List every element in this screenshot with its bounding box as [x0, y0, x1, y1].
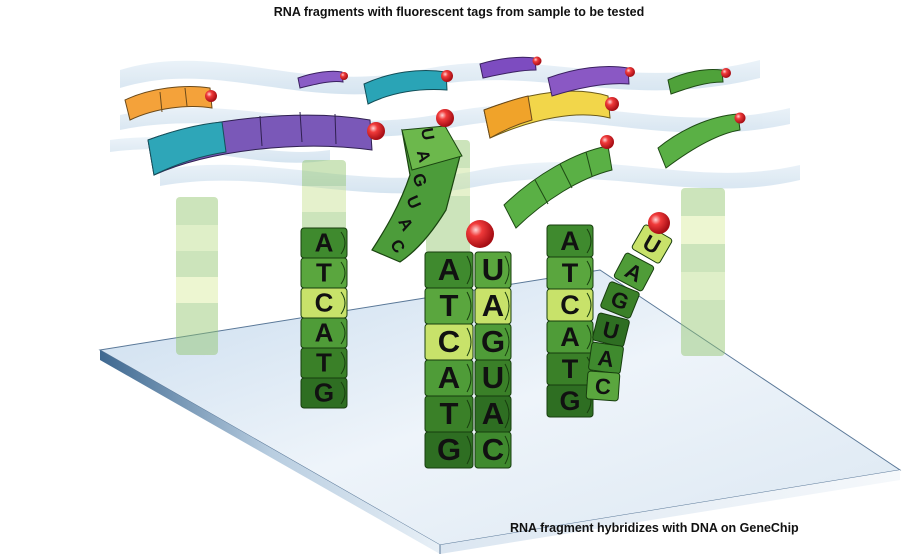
faded-probe-column [302, 160, 346, 236]
dna-base-letter: G [437, 432, 461, 467]
dna-base-letter: A [438, 252, 460, 287]
rna-base-letter: G [481, 324, 505, 359]
rna-fragment-green-center [503, 135, 614, 229]
rna-base-block [474, 431, 512, 469]
dna-base-letter: T [316, 257, 332, 287]
dna-base-letter: T [562, 258, 579, 288]
rna-base-letter: A [413, 148, 435, 165]
rna-base-letter: U [417, 126, 438, 141]
base-notch [504, 435, 510, 465]
base-notch [466, 255, 472, 285]
rna-fragment-purple [479, 56, 542, 79]
base-notch [586, 324, 592, 350]
base-notch [586, 260, 592, 286]
rna-base-block [592, 312, 630, 348]
rna-base-letter: C [482, 432, 504, 467]
rna-base-letter: U [482, 360, 504, 395]
rna-base-letter: U [600, 316, 621, 344]
rna-base-letter: A [482, 288, 504, 323]
rna-fragment-small-purple [297, 70, 348, 89]
faded-probe-column [681, 188, 725, 356]
rna-base-letter: G [408, 171, 430, 190]
dna-base-letter: G [314, 377, 334, 407]
base-notch [466, 291, 472, 321]
base-notch [466, 327, 472, 357]
dna-base-block [424, 431, 474, 469]
rna-fragment-green-far [667, 68, 731, 95]
rna-fragment-teal-purple [147, 111, 385, 176]
fluorescent-tag [648, 212, 670, 234]
dna-base-letter: G [559, 386, 580, 416]
base-notch [340, 291, 346, 315]
background-probes [176, 140, 725, 356]
dna-base-letter: A [315, 227, 334, 257]
dna-base-letter: T [316, 347, 332, 377]
rna-base-block [613, 252, 655, 292]
base-notch [340, 381, 346, 405]
base-notch [340, 351, 346, 375]
dna-base-letter: A [560, 226, 580, 256]
base-notch [586, 228, 592, 254]
dna-base-block [546, 384, 594, 418]
rna-base-letter: A [596, 345, 615, 372]
diagram-title: RNA fragments with fluorescent tags from… [273, 5, 645, 19]
rna-base-block [600, 281, 640, 319]
dna-base-letter: C [438, 324, 460, 359]
base-notch [504, 291, 510, 321]
dna-base-letter: A [315, 317, 334, 347]
base-notch [504, 363, 510, 393]
rna-fragment-orange [124, 86, 217, 121]
dna-base-letter: T [562, 354, 579, 384]
dna-base-letter: T [440, 396, 459, 431]
rna-base-block [585, 370, 621, 402]
fluorescent-tag [466, 220, 494, 248]
rna-fragment-yellow-orange [483, 90, 619, 139]
base-notch [340, 231, 346, 255]
dna-base-letter: C [315, 287, 334, 317]
faded-probe-column [176, 197, 218, 355]
base-notch [586, 292, 592, 318]
rna-fragment-green-mid [657, 112, 746, 169]
base-notch [466, 363, 472, 393]
base-notch [466, 399, 472, 429]
fluorescent-tag [436, 109, 454, 127]
base-notch [504, 399, 510, 429]
base-notch [340, 261, 346, 285]
diagram-caption: RNA fragment hybridizes with DNA on Gene… [510, 521, 799, 535]
rna-base-letter: A [482, 396, 504, 431]
rna-base-letter: C [594, 373, 612, 399]
dna-base-letter: A [438, 360, 460, 395]
rna-fragment-teal [363, 70, 453, 105]
dna-base-letter: T [440, 288, 459, 323]
base-notch [466, 435, 472, 465]
dna-base-letter: C [560, 290, 580, 320]
dna-base-letter: A [560, 322, 580, 352]
rna-fragment-purple-large [547, 66, 635, 97]
floating-rna-fragments [124, 56, 746, 229]
dna-base-block [300, 377, 348, 409]
base-notch [504, 255, 510, 285]
rna-base-letter: U [482, 252, 504, 287]
base-notch [340, 321, 346, 345]
base-notch [504, 327, 510, 357]
